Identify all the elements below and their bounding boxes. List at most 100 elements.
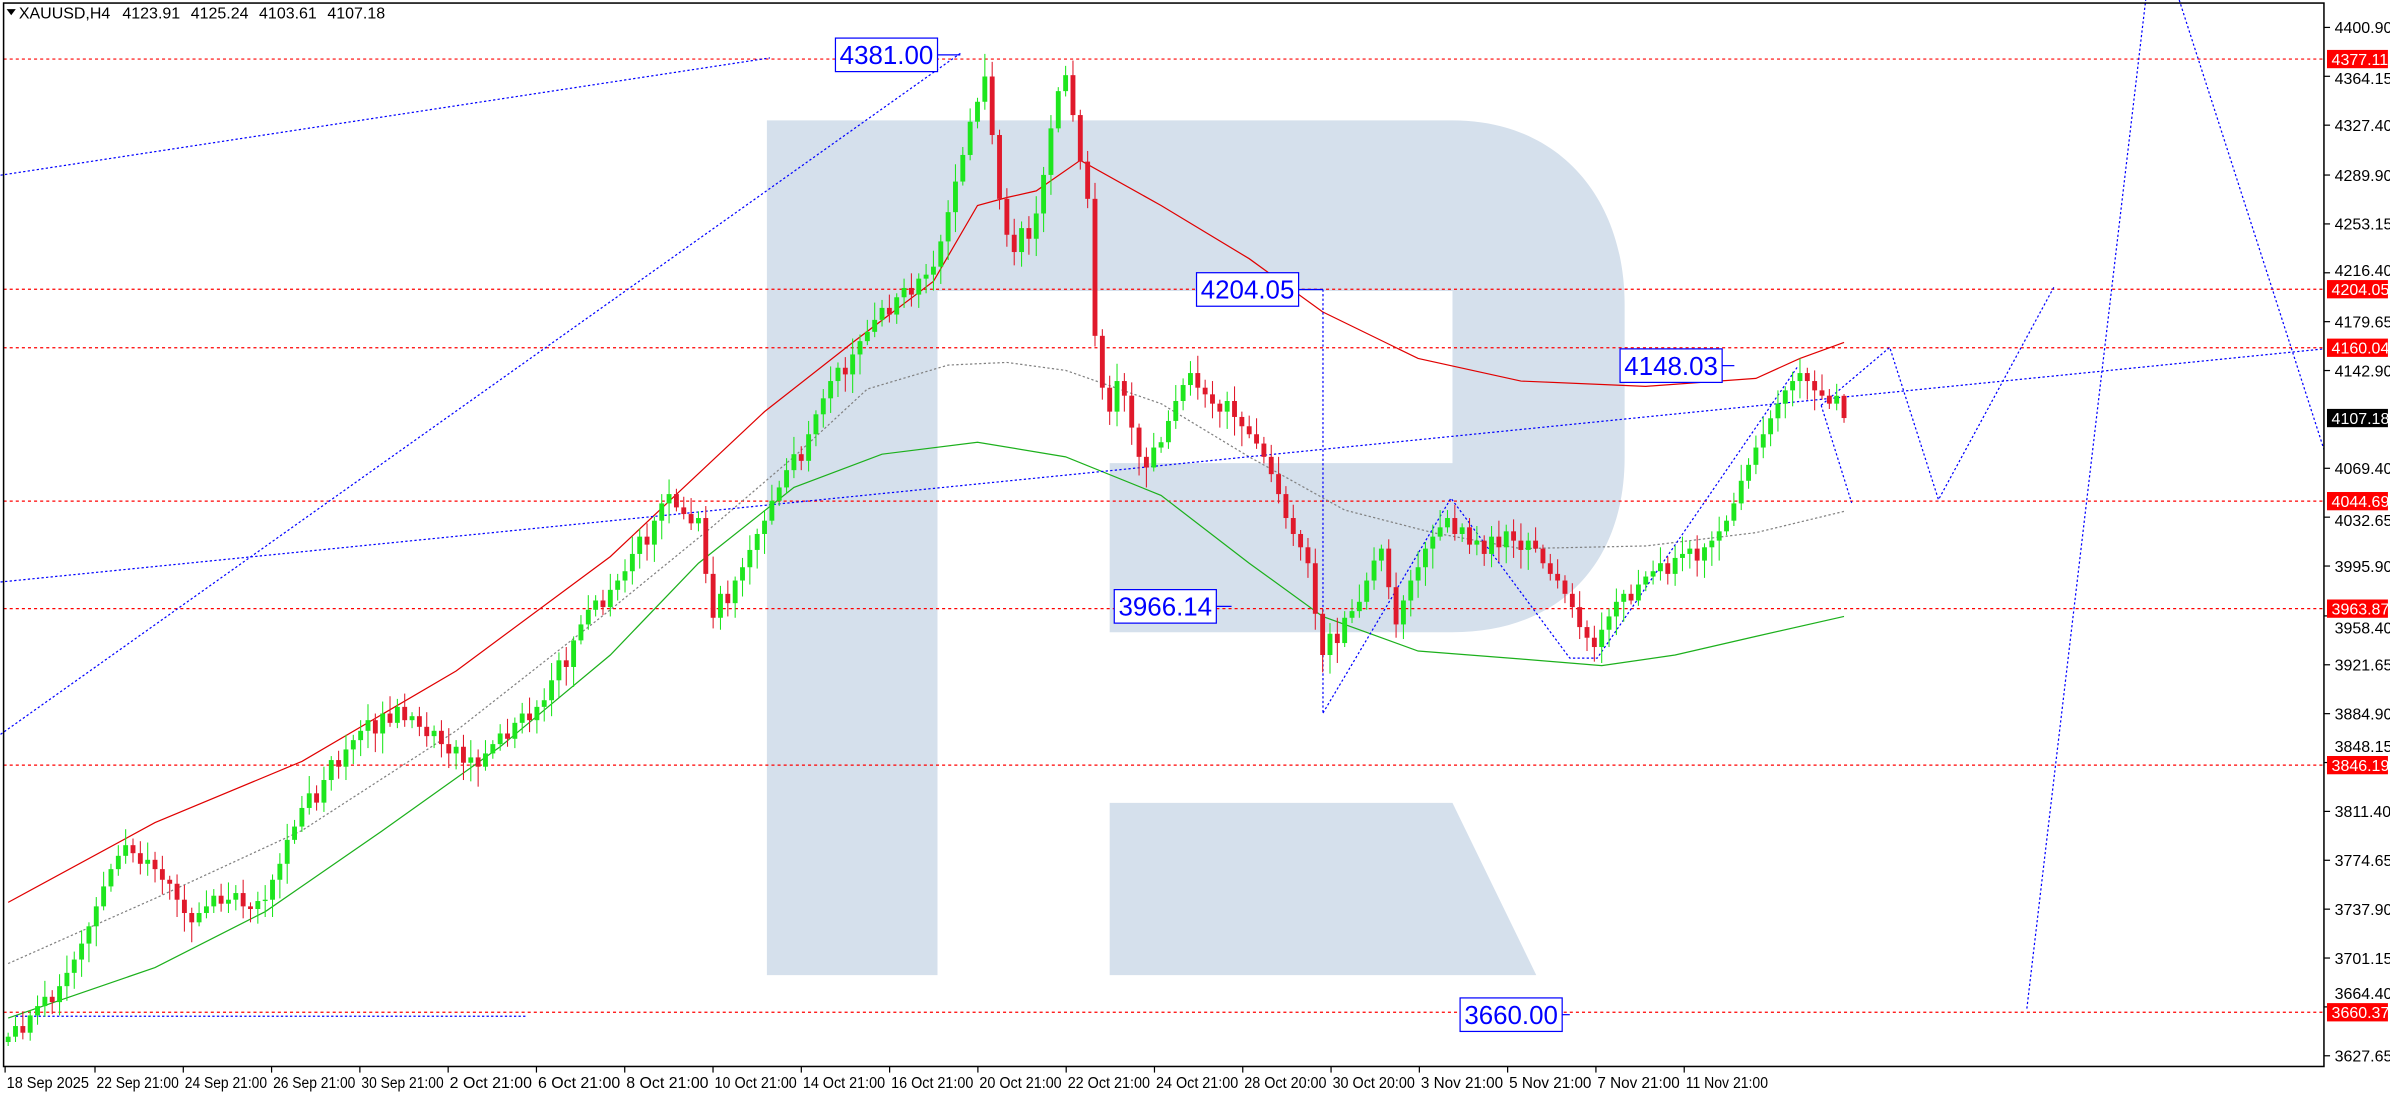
candle (255, 891, 261, 924)
candle (409, 712, 415, 729)
candle (1569, 583, 1575, 618)
candle-body (1261, 443, 1267, 457)
candle-body (505, 733, 510, 739)
candle-body (306, 793, 312, 808)
candle-body (1547, 563, 1553, 574)
candle-body (1760, 434, 1766, 448)
candle (453, 740, 459, 770)
time-tick-label: 6 Oct 21:00 (538, 1075, 620, 1092)
candle-body (1577, 607, 1583, 628)
candle (835, 362, 841, 398)
candle-body (953, 181, 958, 213)
candle (600, 589, 606, 616)
candle-body (1782, 390, 1788, 404)
candle (1584, 620, 1590, 652)
candle-body (1041, 174, 1047, 214)
candle-body (93, 906, 99, 927)
candle-body (1210, 394, 1215, 404)
candle (850, 338, 856, 394)
price-tick-label: 4142.90 (2335, 363, 2390, 380)
candle-body (886, 307, 892, 315)
candle (1408, 569, 1414, 617)
candle (438, 720, 444, 758)
triangle-down-icon[interactable] (6, 9, 16, 16)
candle-body (1400, 600, 1406, 625)
trend-line (0, 348, 2325, 583)
level-price-badge (2326, 599, 2388, 618)
candle-body (1643, 576, 1649, 585)
candle-body (475, 757, 481, 767)
candle (1790, 371, 1796, 407)
candle-body (732, 580, 738, 604)
candle-body (1738, 480, 1744, 504)
annotation-label: 3660.00 (1464, 1002, 1558, 1030)
annotation-box (1195, 272, 1300, 307)
price-tick-label: 3701.15 (2335, 951, 2390, 968)
candle (967, 108, 973, 161)
candle (1312, 548, 1318, 630)
annotation-label: 4381.00 (840, 42, 934, 70)
candle-body (438, 730, 444, 745)
candle-body (262, 899, 268, 902)
candle-body (79, 943, 85, 960)
candle-body (930, 266, 936, 275)
annotation-box (1113, 589, 1217, 624)
time-tick-label: 20 Oct 21:00 (979, 1075, 1061, 1092)
candle (1019, 221, 1024, 267)
price-tick-label: 4400.90 (2335, 20, 2390, 37)
candle (872, 302, 878, 338)
candles (5, 53, 1847, 1047)
candle (101, 871, 107, 911)
candle-body (468, 757, 474, 763)
forecast-lines (0, 0, 2325, 1017)
candle-body (615, 580, 621, 590)
candle-body (1724, 520, 1729, 532)
price-axis[interactable]: 4400.90 4364.15 4327.40 4289.90 4253.15 4216.… (2323, 20, 2390, 1066)
candle-body (1378, 548, 1384, 561)
symbol-label: XAUUSD,H4 (19, 5, 111, 22)
candle-body (1635, 584, 1641, 601)
candle-body (387, 713, 393, 723)
candle (512, 717, 518, 749)
candle (1063, 65, 1069, 97)
candle-body (1290, 518, 1296, 534)
candle-body (806, 434, 812, 461)
trend-line (2178, 0, 2325, 450)
candle (762, 510, 767, 554)
candle-body (908, 287, 914, 295)
price-tick-label: 4216.40 (2335, 263, 2390, 280)
candle (563, 647, 569, 686)
candle-body (681, 507, 687, 515)
time-axis[interactable]: 18 Sep 2025 22 Sep 21:00 24 Sep 21:00 26 Se… (4, 1066, 1768, 1092)
candle (975, 97, 980, 129)
level-price-badge (2326, 755, 2388, 775)
candle (1694, 535, 1700, 577)
candle (416, 706, 422, 737)
candle (93, 897, 99, 947)
candle (1834, 383, 1840, 411)
candle-body (461, 746, 466, 763)
candle-body (1459, 527, 1465, 534)
candle-body (600, 600, 606, 608)
candle-body (1841, 395, 1847, 419)
candle (894, 293, 900, 324)
candle-body (879, 307, 885, 320)
candle-body (35, 1006, 40, 1016)
candle-body (1055, 91, 1061, 129)
candle (1283, 486, 1289, 529)
candle (292, 819, 297, 844)
candle (79, 930, 85, 977)
candle-body (901, 287, 907, 298)
candle-body (1004, 198, 1010, 235)
candle-body (666, 494, 672, 504)
candle-body (1709, 540, 1715, 548)
candle (710, 556, 716, 629)
candle (1797, 358, 1803, 399)
candle (211, 889, 217, 914)
candle (1195, 355, 1201, 400)
candle (629, 536, 635, 585)
candle-body (277, 863, 283, 880)
candle (820, 389, 826, 428)
